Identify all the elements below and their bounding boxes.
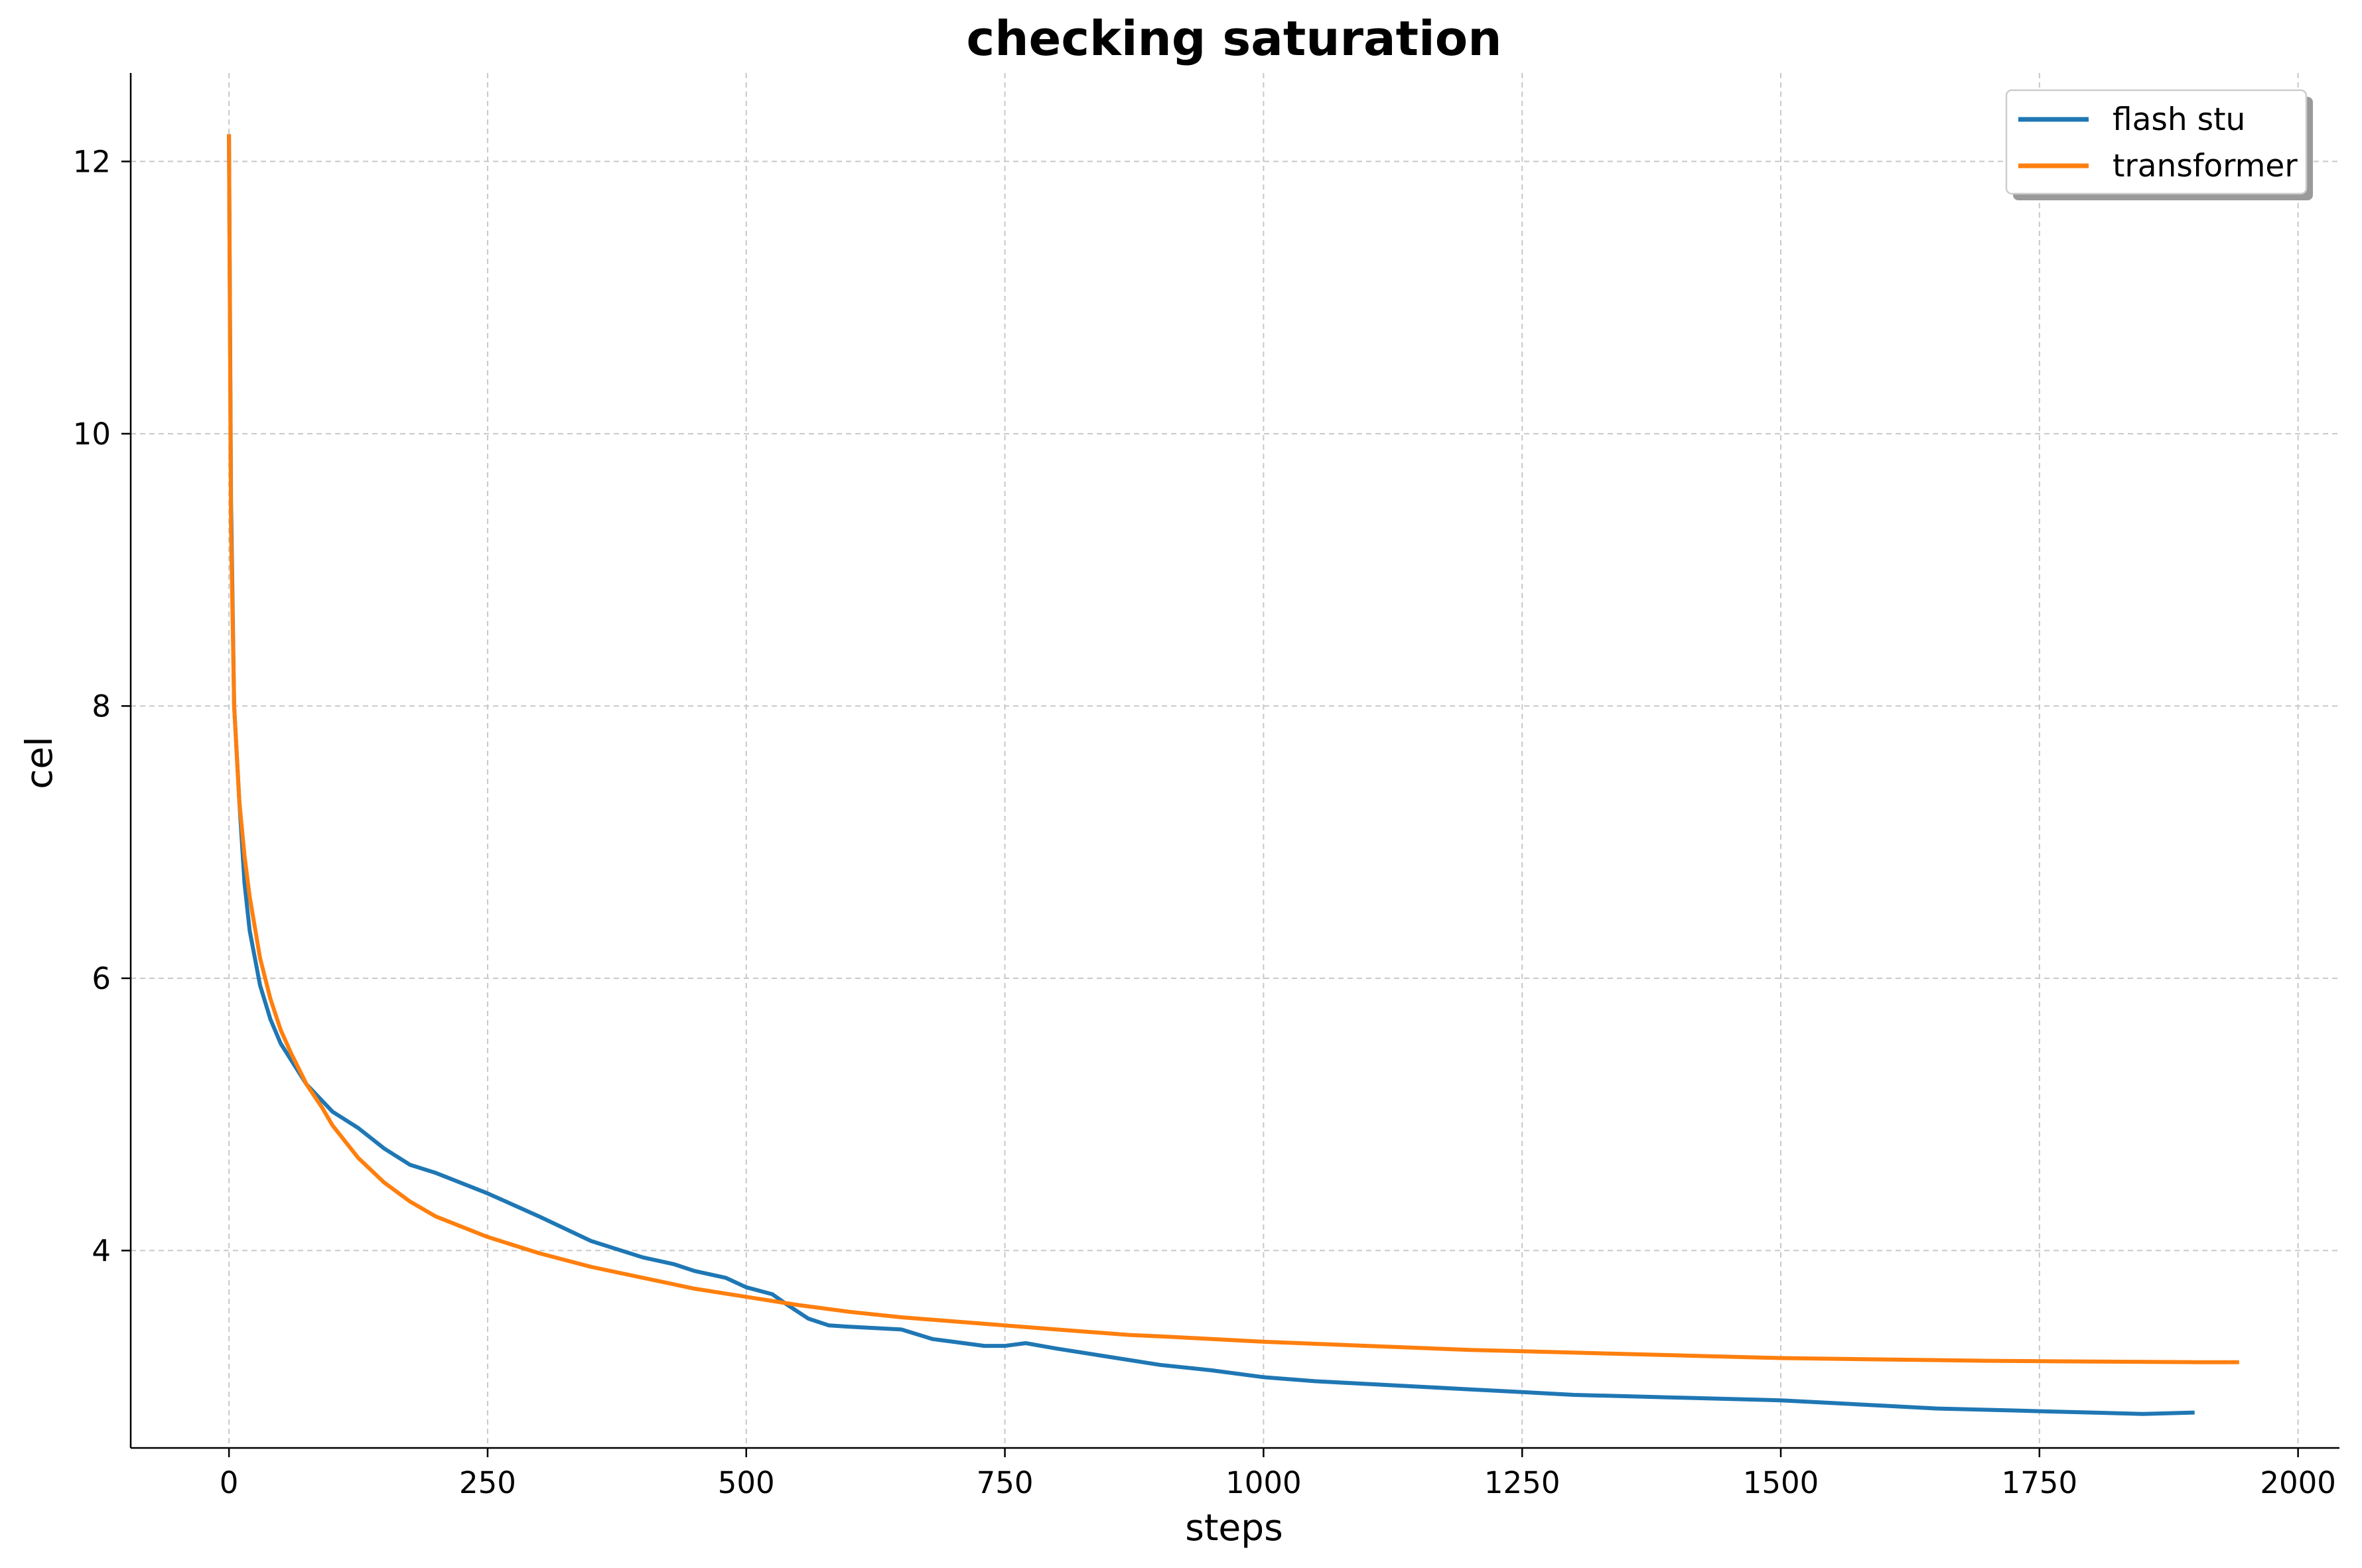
series-lines — [227, 134, 2239, 1416]
x-tick-label: 250 — [459, 1465, 516, 1500]
legend-label-flash-stu: flash stu — [2113, 101, 2245, 138]
legend: flash stu transformer — [2005, 89, 2313, 200]
y-tick-label: 10 — [73, 417, 111, 452]
x-tick-label: 1250 — [1484, 1465, 1561, 1500]
x-tick-label: 1500 — [1743, 1465, 1819, 1500]
series-line-flash-stu — [227, 134, 2195, 1416]
y-tick-label: 6 — [92, 961, 111, 996]
chart-title: checking saturation — [967, 11, 1502, 66]
x-tick-label: 500 — [718, 1465, 775, 1500]
series-line-transformer — [227, 134, 2239, 1364]
x-tick-label: 0 — [220, 1465, 239, 1500]
grid-lines — [131, 73, 2339, 1448]
x-axis-label: steps — [1185, 1506, 1283, 1549]
axes-spines — [129, 73, 2339, 1449]
y-tick-label: 8 — [92, 688, 111, 724]
y-axis-label: cel — [18, 736, 60, 789]
axis-ticks: 0 250 500 750 1000 1250 1500 1750 2000 4 6 8 10 12 — [73, 144, 2336, 1500]
x-tick-label: 2000 — [2260, 1465, 2336, 1500]
x-tick-label: 1000 — [1225, 1465, 1302, 1500]
y-tick-label: 12 — [73, 144, 111, 179]
legend-label-transformer: transformer — [2113, 148, 2298, 184]
x-tick-label: 750 — [977, 1465, 1034, 1500]
x-tick-label: 1750 — [2002, 1465, 2078, 1500]
y-tick-label: 4 — [92, 1233, 111, 1268]
